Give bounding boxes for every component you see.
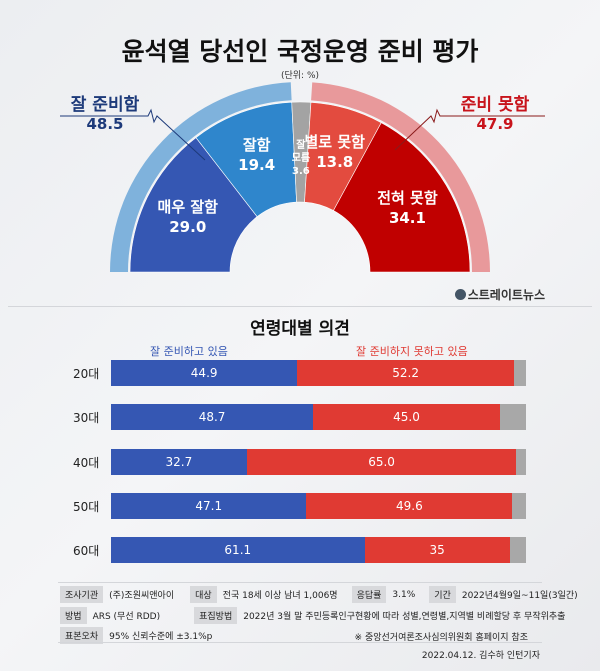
info-row-2: 방법 ARS (무선 RDD) 표집방법 2022년 3월 말 주민등록인구현황에 … (60, 607, 565, 624)
slice-4 (333, 122, 471, 273)
bar-remainder (516, 449, 526, 475)
unit-note: (단위: %) (280, 71, 320, 81)
slice-label: 별로 못함 13.8 (305, 132, 365, 172)
divider (8, 306, 592, 307)
slice-0 (129, 137, 258, 273)
slice-name: 매우 잘함 (157, 197, 218, 216)
bar-remainder (499, 404, 526, 430)
legend-prepared: 잘 준비하고 있음 (150, 345, 228, 358)
leader-line (394, 108, 545, 151)
group-unprepared-value: 47.9 (476, 115, 514, 133)
error-value: 95% 신뢰수준에 ±3.1%p (109, 632, 213, 642)
bar-prepared: 48.7 (111, 404, 314, 430)
org-tag: 조사기관 (60, 586, 104, 603)
category-label: 50대 (73, 500, 100, 514)
sampling-value: 2022년 3월 말 주민등록인구현황에 따라 성별,연령별,지역별 비례할당 … (243, 612, 566, 622)
slice-value: 13.8 (316, 152, 354, 171)
semi-donut-chart (60, 82, 545, 273)
bar-unprepared: 65.0 (246, 449, 517, 475)
slice-name: 잘함 (242, 135, 271, 154)
bar-remainder (512, 493, 526, 519)
slice-label: 전혀 못함 34.1 (377, 188, 437, 228)
bar-unprepared: 35 (364, 537, 510, 563)
slice-label: 잘함 19.4 (238, 135, 275, 175)
divider (58, 642, 542, 643)
slice-name: 별로 못함 (304, 132, 365, 151)
slice-value: 3.6 (292, 166, 310, 177)
logo: 스트레이트뉴스 (454, 286, 545, 303)
method-value: ARS (무선 RDD) (92, 612, 161, 622)
category-label: 20대 (73, 367, 100, 381)
leader-line (60, 108, 206, 161)
period-tag: 기간 (429, 586, 456, 603)
byline: 2022.04.12. 김수하 인턴기자 (421, 651, 540, 661)
bar-prepared: 32.7 (111, 449, 247, 475)
bar-remainder (509, 537, 526, 563)
sampling-tag: 표집방법 (194, 607, 238, 624)
slice-value: 29.0 (169, 217, 207, 236)
bar-prepared: 61.1 (111, 537, 365, 563)
bar-chart-title: 연령대별 의견 (250, 319, 350, 339)
group-ring-1 (311, 82, 491, 272)
slice-name: 모름 (291, 153, 311, 164)
bar-row: 20대 44.9 52.2 (60, 360, 530, 386)
divider (58, 582, 542, 583)
slice-value: 34.1 (388, 209, 426, 228)
bar-prepared: 44.9 (111, 360, 298, 386)
target-tag: 대상 (190, 586, 217, 603)
legend-unprepared: 잘 준비하지 못하고 있음 (356, 345, 468, 358)
group-label-prepared: 잘 준비함 48.5 (60, 90, 150, 133)
group-prepared-name: 잘 준비함 (70, 95, 140, 115)
category-label: 30대 (73, 411, 100, 425)
bar-unprepared: 52.2 (297, 360, 514, 386)
error-tag: 표본오차 (60, 627, 104, 644)
group-ring-0 (110, 82, 292, 272)
bar-row: 50대 47.1 49.6 (60, 493, 530, 519)
slice-value: 19.4 (238, 155, 276, 174)
info-row-3: 표본오차 95% 신뢰수준에 ±3.1%p (60, 627, 212, 644)
bar-remainder (513, 360, 526, 386)
method-tag: 방법 (60, 607, 87, 624)
logo-icon (454, 289, 466, 300)
rate-value: 3.1% (392, 589, 416, 600)
logo-text: 스트레이트뉴스 (467, 288, 545, 302)
bar-prepared: 47.1 (111, 493, 307, 519)
source-note: ※ 중앙선거여론조사심의위원회 홈페이지 참조 (354, 633, 528, 643)
bar-unprepared: 49.6 (306, 493, 513, 519)
group-label-unprepared: 준비 못함 47.9 (450, 90, 540, 133)
group-unprepared-name: 준비 못함 (460, 95, 530, 115)
bar-row: 60대 61.1 35 (60, 537, 530, 563)
slice-name: 잘 (296, 140, 306, 151)
category-label: 60대 (73, 544, 100, 558)
info-row-1: 조사기관 (주)조원씨앤아이 대상 전국 18세 이상 남녀 1,006명 응답률 3… (60, 586, 578, 603)
target-value: 전국 18세 이상 남녀 1,006명 (222, 591, 338, 601)
category-label: 40대 (73, 456, 100, 470)
slice-name: 전혀 못함 (377, 189, 438, 208)
bar-row: 30대 48.7 45.0 (60, 404, 530, 430)
chart-title: 윤석열 당선인 국정운영 준비 평가 (121, 37, 479, 66)
slice-label: 매우 잘함 29.0 (158, 197, 218, 237)
rate-tag: 응답률 (351, 586, 387, 603)
period-value: 2022년4월9일~11일(3일간) (461, 591, 578, 601)
bar-row: 40대 32.7 65.0 (60, 449, 530, 475)
bar-unprepared: 45.0 (313, 404, 500, 430)
group-prepared-value: 48.5 (86, 115, 124, 133)
org-value: (주)조원씨앤아이 (109, 591, 175, 601)
